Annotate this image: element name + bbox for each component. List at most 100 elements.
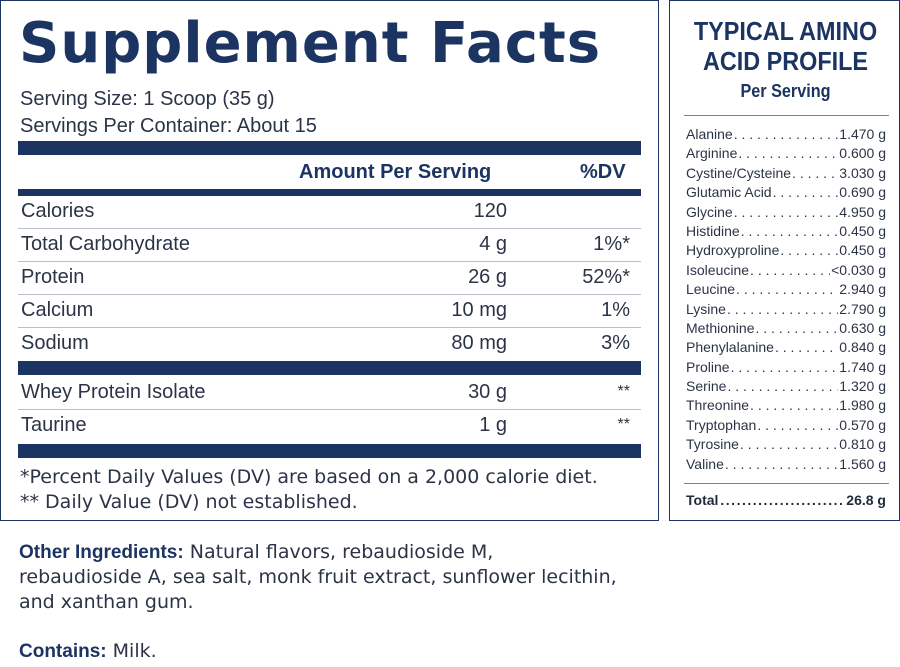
amino-acid-name: Glycine: [686, 203, 733, 220]
nutrient-dv: 1%*: [593, 233, 630, 255]
nutrient-amount: 80 mg: [451, 332, 507, 354]
nutrient-amount: 26 g: [468, 266, 507, 288]
footnote-dv: *Percent Daily Values (DV) are based on …: [20, 466, 598, 488]
amino-acid-value: 2.790 g: [839, 300, 886, 317]
amount-per-serving-header: Amount Per Serving: [299, 161, 492, 183]
amino-acid-row: Hydroxyproline 0.450 g: [686, 241, 886, 260]
other-ingredients: Other Ingredients: Natural flavors, reba…: [19, 540, 617, 615]
other-ingredients-line2: rebaudioside A, sea salt, monk fruit ext…: [19, 566, 617, 588]
nutrient-row: Total Carbohydrate 4 g 1%*: [18, 229, 641, 262]
other-ingredients-label: Other Ingredients:: [19, 542, 184, 563]
amino-acid-value: 0.450 g: [839, 242, 886, 259]
amino-acid-value: 1.320 g: [839, 378, 886, 395]
amino-profile-title: TYPICAL AMINO ACID PROFILE: [682, 16, 890, 76]
amino-acid-name: Valine: [686, 455, 724, 472]
nutrient-name: Calcium: [21, 299, 94, 321]
amino-acid-row: Cystine/Cysteine 3.030 g: [686, 164, 886, 183]
amino-acid-profile-panel: TYPICAL AMINO ACID PROFILE Per Serving A…: [669, 0, 900, 521]
amino-acid-row: Leucine 2.940 g: [686, 280, 886, 299]
amino-acid-name: Histidine: [686, 222, 740, 239]
amino-acid-row: Isoleucine <0.030 g: [686, 261, 886, 280]
footnote-not-established: ** Daily Value (DV) not established.: [20, 491, 358, 513]
ingredient-name: Taurine: [21, 414, 87, 436]
amino-acid-row: Serine 1.320 g: [686, 377, 886, 396]
amino-acid-value: 0.600 g: [839, 145, 886, 162]
contains-label: Contains:: [19, 641, 107, 662]
leader-dots: [773, 183, 839, 202]
amino-acid-name: Hydroxyproline: [686, 242, 780, 259]
amino-acid-row: Alanine 1.470 g: [686, 125, 886, 144]
nutrient-amount: 4 g: [479, 233, 507, 255]
amino-acid-name: Tyrosine: [686, 436, 739, 453]
amino-acid-value: 0.630 g: [839, 319, 886, 336]
nutrient-row: Calcium 10 mg 1%: [18, 295, 641, 328]
leader-dots: [736, 280, 838, 299]
amino-acid-value: 0.570 g: [839, 416, 886, 433]
ingredient-dv: **: [617, 383, 630, 400]
amino-acid-row: Methionine 0.630 g: [686, 319, 886, 338]
nutrients-divider-thick: [18, 361, 641, 375]
ingredient-amount: 30 g: [468, 381, 507, 403]
contains-statement: Contains: Milk.: [19, 639, 157, 664]
leader-dots: [757, 416, 838, 435]
leader-dots: [750, 396, 838, 415]
nutrient-name: Calories: [21, 200, 95, 222]
leader-dots: [792, 164, 838, 183]
leader-dots: [775, 338, 838, 357]
amino-acid-value: 0.690 g: [839, 184, 886, 201]
leader-dots: [738, 144, 838, 163]
nutrient-row: Sodium 80 mg 3%: [18, 328, 641, 361]
amino-acid-name: Isoleucine: [686, 261, 750, 278]
amino-acid-row: Lysine 2.790 g: [686, 300, 886, 319]
nutrient-row: Protein 26 g 52%*: [18, 262, 641, 295]
leader-dots: [734, 125, 839, 144]
nutrient-dv: 1%: [601, 299, 630, 321]
amino-acid-name: Glutamic Acid: [686, 184, 772, 201]
amino-acid-list: Alanine 1.470 g Arginine 0.600 g Cystine/Cys…: [686, 125, 886, 474]
amino-acid-row: Glutamic Acid 0.690 g: [686, 183, 886, 202]
amino-acid-row: Glycine 4.950 g: [686, 203, 886, 222]
leader-dots: [741, 222, 839, 241]
amino-acid-name: Proline: [686, 358, 730, 375]
nutrient-name: Protein: [21, 266, 85, 288]
amino-acid-value: 3.030 g: [839, 164, 886, 181]
leader-dots: [734, 203, 839, 222]
amino-acid-value: 1.980 g: [839, 397, 886, 414]
header-divider-thick: [18, 141, 641, 155]
amino-acid-row: Threonine 1.980 g: [686, 396, 886, 415]
leader-dots: [780, 241, 838, 260]
amino-top-rule: [684, 115, 889, 116]
amino-total-row: Total 26.8 g: [686, 492, 886, 508]
servings-per-container: Servings Per Container: About 15: [20, 115, 317, 137]
amino-acid-name: Alanine: [686, 126, 733, 142]
amino-acid-value: 0.450 g: [839, 222, 886, 239]
amino-acid-row: Tryptophan 0.570 g: [686, 416, 886, 435]
nutrient-dv: 52%*: [582, 266, 630, 288]
amino-acid-value: 0.840 g: [839, 339, 886, 356]
dv-header: %DV: [580, 161, 626, 183]
amino-acid-name: Cystine/Cysteine: [686, 164, 792, 181]
leader-dots: [731, 358, 839, 377]
serving-size: Serving Size: 1 Scoop (35 g): [20, 88, 275, 110]
amino-acid-value: 2.940 g: [839, 281, 886, 298]
amino-acid-name: Lysine: [686, 300, 726, 317]
nutrient-row: Calories 120: [18, 196, 641, 229]
ingredient-name: Whey Protein Isolate: [21, 381, 206, 403]
leader-dots: [727, 300, 838, 319]
amino-acid-row: Arginine 0.600 g: [686, 144, 886, 163]
leader-dots: [756, 319, 839, 338]
header-divider: [18, 189, 641, 196]
supplement-facts-title: Supplement Facts: [19, 11, 602, 76]
amino-total-value: 26.8 g: [846, 492, 886, 508]
ingredient-row: Taurine 1 g **: [18, 410, 641, 443]
amino-total-label: Total: [686, 492, 719, 508]
amino-acid-name: Phenylalanine: [686, 339, 774, 356]
amino-acid-row: Phenylalanine 0.840 g: [686, 338, 886, 357]
amino-title-line2: ACID PROFILE: [702, 46, 869, 76]
contains-text: Milk.: [106, 640, 157, 662]
other-ingredients-line3: and xanthan gum.: [19, 591, 194, 613]
amino-acid-value: 0.810 g: [839, 436, 886, 453]
amino-bottom-rule: [684, 483, 889, 484]
amino-acid-name: Methionine: [686, 319, 755, 336]
amino-acid-value: 1.470 g: [839, 126, 886, 142]
